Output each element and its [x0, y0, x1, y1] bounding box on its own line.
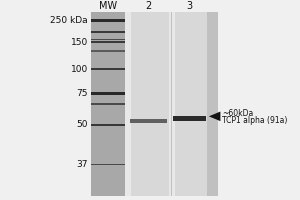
Text: MW: MW — [99, 1, 117, 11]
Bar — [91, 164, 125, 165]
Bar — [128, 12, 169, 196]
Bar — [172, 12, 175, 196]
Bar — [91, 39, 125, 40]
Text: 2: 2 — [145, 1, 152, 11]
Text: 150: 150 — [70, 38, 88, 47]
Bar — [128, 12, 130, 196]
Bar — [91, 92, 125, 95]
Bar — [91, 50, 125, 52]
Text: 250 kDa: 250 kDa — [50, 16, 88, 25]
Bar — [91, 12, 125, 196]
Bar — [130, 119, 167, 123]
Bar — [91, 103, 125, 105]
Text: 50: 50 — [76, 120, 88, 129]
Bar — [91, 41, 125, 43]
Bar — [91, 124, 125, 126]
Bar — [91, 12, 218, 196]
Text: 37: 37 — [76, 160, 88, 169]
Bar — [91, 68, 125, 70]
Bar — [173, 116, 206, 121]
Text: ~60kDa: ~60kDa — [222, 109, 253, 118]
Bar — [91, 31, 125, 33]
Bar — [172, 12, 207, 196]
Text: 100: 100 — [70, 65, 88, 74]
Text: 75: 75 — [76, 89, 88, 98]
Text: TCP1 alpha (91a): TCP1 alpha (91a) — [222, 116, 287, 125]
Text: 3: 3 — [187, 1, 193, 11]
Bar — [125, 12, 128, 196]
Bar — [169, 12, 171, 196]
Polygon shape — [209, 112, 220, 121]
Bar — [91, 19, 125, 22]
